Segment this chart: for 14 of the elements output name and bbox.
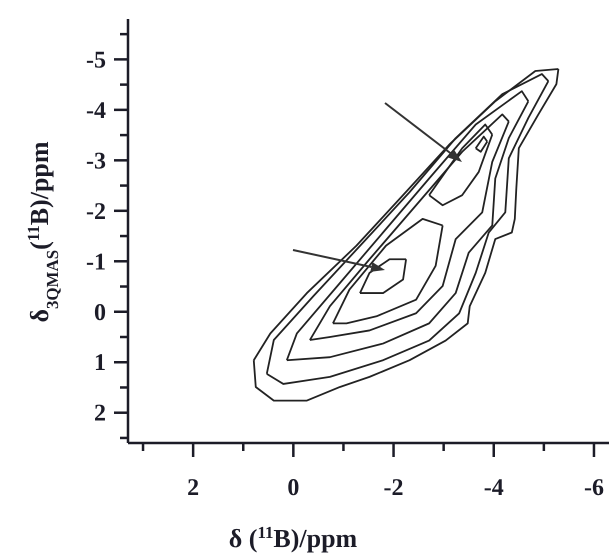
y-tick-label: -5 <box>86 47 106 74</box>
y-tick-label: -4 <box>86 98 106 124</box>
y-tick-label: -2 <box>86 198 106 225</box>
y-tick-label: -3 <box>86 148 106 174</box>
x-tick-label: -6 <box>584 475 604 501</box>
y-tick-label: -1 <box>86 249 106 276</box>
y-tick-label: 1 <box>94 350 106 376</box>
x-tick-label: -2 <box>384 475 404 501</box>
x-tick-label: -4 <box>484 475 504 501</box>
x-tick-label: 2 <box>187 475 200 501</box>
y-tick-label: 0 <box>94 300 106 326</box>
x-axis-title: δ ($^{11}$B)/ppm <box>228 522 358 553</box>
y-tick-label: 2 <box>94 400 106 427</box>
x-tick-label: 0 <box>287 475 300 501</box>
